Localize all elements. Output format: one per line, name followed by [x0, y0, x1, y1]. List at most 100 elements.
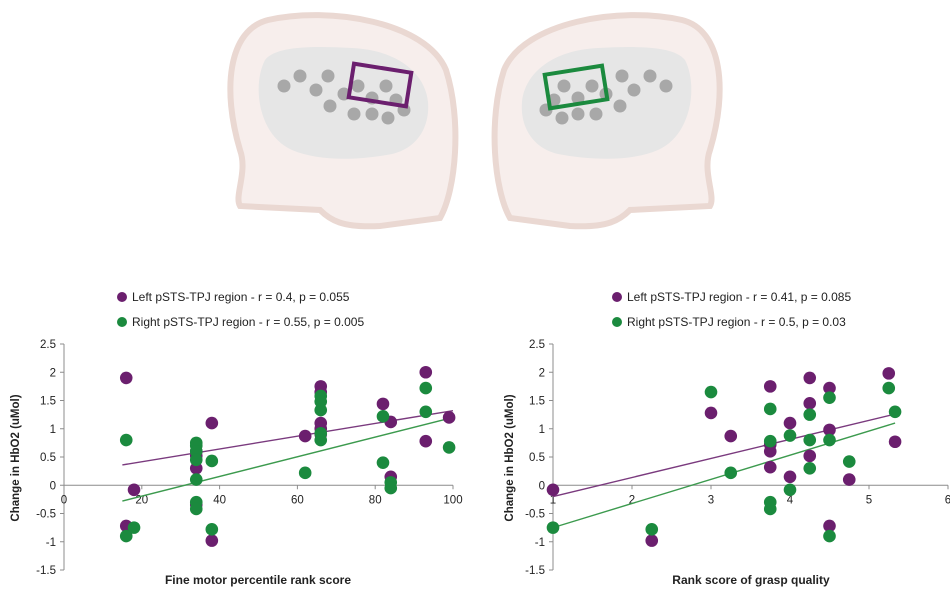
- optode-dot: [277, 79, 291, 93]
- chart2-y-tick-label: 2.5: [529, 339, 545, 351]
- chart1-trend-line-left: [122, 409, 454, 466]
- optode-dot: [643, 69, 657, 83]
- optode-dot: [555, 111, 569, 125]
- chart2-point-right: [724, 466, 738, 480]
- chart2-y-tick-label: 2: [539, 367, 545, 379]
- chart2-trend-line-right: [552, 422, 896, 529]
- right-roi-box: [542, 63, 610, 111]
- chart2-point-left: [645, 534, 659, 547]
- chart2-point-right: [823, 433, 836, 447]
- chart2-x-tick-label: 1: [550, 494, 556, 506]
- chart1-x-tick-label: 0: [61, 494, 67, 506]
- chart1-point-left: [298, 429, 312, 443]
- chart2-point-right: [763, 502, 777, 516]
- infant-head-left-illustration: [227, 12, 459, 230]
- chart1-x-tick-label: 60: [291, 494, 304, 506]
- chart1-point-left: [119, 371, 133, 385]
- chart1-point-right: [189, 473, 203, 486]
- chart1-data-points: [119, 365, 456, 547]
- chart2-point-left: [783, 416, 797, 430]
- legend-marker-left-chart1: [117, 292, 127, 302]
- chart1-y-tick-label: 0.5: [40, 452, 56, 464]
- chart2-point-left: [803, 449, 817, 463]
- left-roi-box: [346, 61, 414, 109]
- chart2-y-tick-label: 0: [539, 480, 545, 492]
- chart2-x-tick-label: 6: [945, 494, 950, 506]
- chart1-y-tick-label: -0.5: [36, 509, 56, 521]
- right-optode-array: [539, 69, 673, 125]
- chart2-trend-line-left: [552, 413, 896, 498]
- chart1-y-tick-label: -1: [46, 537, 56, 549]
- chart1-point-right: [189, 453, 203, 467]
- optode-dot: [615, 69, 629, 83]
- optode-dot: [379, 79, 393, 93]
- chart1-x-tick-label: 40: [213, 494, 226, 506]
- legend-label-right-chart2: Right pSTS-TPJ region - r = 0.5, p = 0.0…: [627, 315, 846, 329]
- chart2-point-right: [803, 408, 817, 421]
- chart2-x-axis-label: Rank score of grasp quality: [672, 573, 830, 587]
- infant-head-right-illustration: [491, 12, 723, 230]
- chart1-trend-lines: [122, 409, 454, 502]
- optode-dot: [557, 79, 571, 93]
- chart1-point-right: [119, 433, 133, 447]
- chart2-point-left: [704, 406, 718, 420]
- chart2-y-tick-label: 1: [539, 424, 545, 436]
- legend-label-right-chart1: Right pSTS-TPJ region - r = 0.55, p = 0.…: [132, 315, 364, 329]
- chart1-y-tick-label: 2.5: [40, 339, 56, 351]
- chart1-x-tick-label: 80: [369, 494, 382, 506]
- legend-marker-left-chart2: [612, 292, 622, 302]
- chart2-point-right: [882, 381, 896, 395]
- chart2-point-right: [803, 433, 817, 447]
- legend-marker-right-chart2: [612, 317, 622, 327]
- chart-grasp-quality-legend: Left pSTS-TPJ region - r = 0.41, p = 0.0…: [612, 290, 851, 329]
- chart1-point-right: [376, 456, 390, 469]
- chart2-point-right: [888, 405, 902, 419]
- chart1-x-tick-label: 100: [443, 494, 462, 506]
- chart1-y-tick-label: 2: [50, 367, 56, 379]
- chart1-y-tick-label: -1.5: [36, 565, 56, 577]
- optode-dot: [571, 107, 585, 121]
- chart1-point-right: [314, 403, 328, 417]
- chart1-point-left: [127, 483, 141, 497]
- optode-dot: [309, 83, 323, 97]
- chart1-point-left: [205, 534, 219, 547]
- chart2-y-tick-label: -0.5: [525, 509, 545, 521]
- chart1-point-right: [419, 405, 433, 419]
- optode-dot: [589, 107, 603, 121]
- chart2-x-tick-label: 2: [629, 494, 635, 506]
- chart2-y-tick-label: -1.5: [525, 565, 545, 577]
- chart1-point-right: [314, 433, 328, 447]
- chart2-data-points: [546, 367, 902, 547]
- chart-grasp-quality: Left pSTS-TPJ region - r = 0.41, p = 0.0…: [504, 290, 950, 587]
- chart2-point-left: [546, 483, 560, 497]
- chart1-point-right: [298, 466, 312, 480]
- chart2-point-right: [546, 521, 560, 534]
- chart2-point-left: [763, 445, 777, 458]
- chart2-point-left: [888, 435, 902, 449]
- chart2-y-tick-label: 0.5: [529, 452, 545, 464]
- chart2-point-left: [882, 367, 896, 380]
- chart1-y-tick-label: 1.5: [40, 396, 56, 408]
- chart1-point-right: [119, 529, 133, 543]
- chart2-x-tick-label: 5: [866, 494, 872, 506]
- left-optode-array: [277, 69, 411, 125]
- legend-label-left-chart2: Left pSTS-TPJ region - r = 0.41, p = 0.0…: [627, 290, 851, 304]
- chart1-point-right: [376, 410, 390, 423]
- chart2-point-left: [823, 423, 836, 437]
- chart2-point-left: [842, 473, 856, 486]
- chart2-point-left: [803, 397, 817, 410]
- chart2-point-right: [842, 455, 856, 468]
- chart1-y-tick-label: 0: [50, 480, 56, 492]
- chart2-point-left: [724, 429, 738, 443]
- left-brain-shape: [258, 47, 429, 159]
- chart2-point-right: [783, 483, 797, 497]
- chart1-point-right: [127, 521, 141, 534]
- chart2-point-left: [803, 371, 817, 385]
- chart1-axes: -1.5-1-0.500.511.522.50 20 40 60 80 100: [36, 339, 462, 577]
- chart2-point-left: [823, 381, 836, 395]
- chart2-point-right: [803, 462, 817, 475]
- chart1-point-right: [205, 523, 219, 536]
- chart-fine-motor-legend: Left pSTS-TPJ region - r = 0.4, p = 0.05…: [117, 290, 364, 329]
- chart2-point-left: [763, 380, 777, 393]
